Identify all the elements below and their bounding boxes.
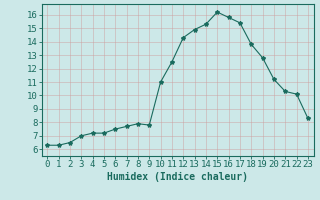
X-axis label: Humidex (Indice chaleur): Humidex (Indice chaleur)	[107, 172, 248, 182]
